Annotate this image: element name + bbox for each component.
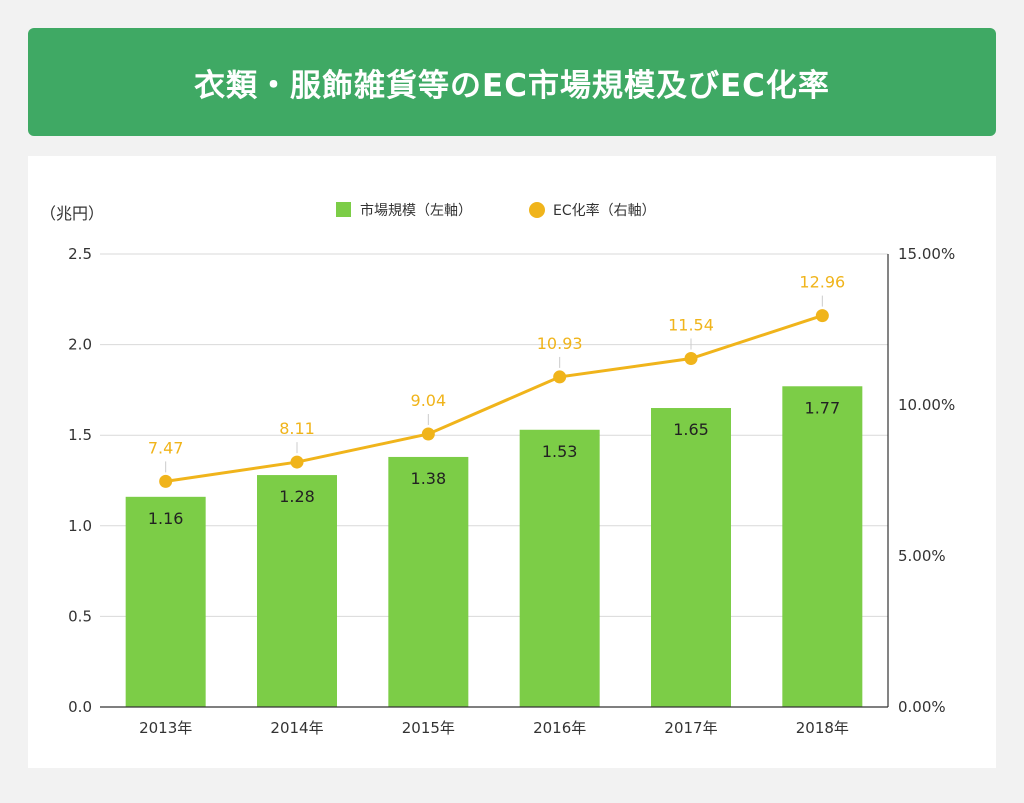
bar-value-label: 1.16 (148, 509, 184, 528)
x-tick-label: 2013年 (139, 719, 192, 737)
rate-value-label: 8.11 (279, 419, 315, 438)
rate-value-label: 11.54 (668, 315, 714, 334)
bar-value-label: 1.38 (411, 469, 447, 488)
chart-card: 1.16 1.28 1.38 1.53 1.65 1.77 7.47 8.11 9.04 10.9… (28, 156, 996, 768)
bar (257, 475, 337, 707)
y-tick-label: 0.0 (68, 698, 92, 716)
bar (388, 456, 469, 707)
y-axis-unit: （兆円） (40, 204, 104, 223)
rate-point (684, 351, 698, 365)
y-tick-label: 2.0 (68, 336, 92, 354)
x-tick-label: 2015年 (402, 719, 455, 737)
rate-value-label: 7.47 (148, 438, 184, 457)
y2-tick-label: 15.00% (898, 245, 955, 263)
rate-line-path (165, 314, 823, 483)
rate-point (553, 370, 567, 384)
x-tick-label: 2014年 (270, 719, 323, 737)
gridlines (100, 253, 888, 617)
bar-value-label: 1.65 (673, 420, 709, 439)
x-tick-label: 2017年 (664, 719, 717, 737)
bar (782, 386, 863, 707)
rate-line (159, 295, 829, 488)
rate-value-label: 9.04 (411, 391, 447, 410)
chart-title: 衣類・服飾雑貨等のEC市場規模及びEC化率 (194, 67, 830, 104)
bar (125, 496, 206, 707)
legend-line-swatch (529, 202, 545, 218)
rate-point (421, 427, 435, 441)
bars (125, 386, 863, 707)
combo-chart: 1.16 1.28 1.38 1.53 1.65 1.77 7.47 8.11 9.04 10.9… (40, 202, 955, 737)
rate-value-label: 10.93 (537, 334, 583, 353)
legend-line-label: EC化率（右軸） (553, 202, 656, 219)
bar (519, 429, 600, 707)
legend-bar-label: 市場規模（左軸） (360, 202, 472, 219)
y-tick-label: 2.5 (68, 245, 92, 263)
axes: 0.0 0.5 1.0 1.5 2.0 2.5 0.00% 5.00% 10.00% 15.00%… (40, 204, 955, 737)
bar-value-label: 1.28 (279, 487, 315, 506)
x-tick-label: 2016年 (533, 719, 586, 737)
legend: 市場規模（左軸） EC化率（右軸） (336, 202, 656, 219)
x-tick-label: 2018年 (796, 719, 849, 737)
rate-point (815, 309, 829, 323)
title-banner: 衣類・服飾雑貨等のEC市場規模及びEC化率 (28, 28, 996, 136)
y2-tick-label: 10.00% (898, 396, 955, 414)
bar-value-label: 1.53 (542, 442, 578, 461)
y-tick-label: 0.5 (68, 607, 92, 625)
bar-value-label: 1.77 (805, 398, 841, 417)
bar (651, 408, 731, 707)
y-tick-label: 1.5 (68, 426, 92, 444)
y2-tick-label: 5.00% (898, 547, 946, 565)
rate-point (290, 455, 304, 469)
y-tick-label: 1.0 (68, 517, 92, 535)
legend-bar-swatch (336, 202, 351, 217)
labels: 1.16 1.28 1.38 1.53 1.65 1.77 7.47 8.11 9.04 10.9… (148, 273, 845, 528)
rate-point (159, 474, 173, 488)
rate-value-label: 12.96 (799, 273, 845, 292)
y2-tick-label: 0.00% (898, 698, 946, 716)
